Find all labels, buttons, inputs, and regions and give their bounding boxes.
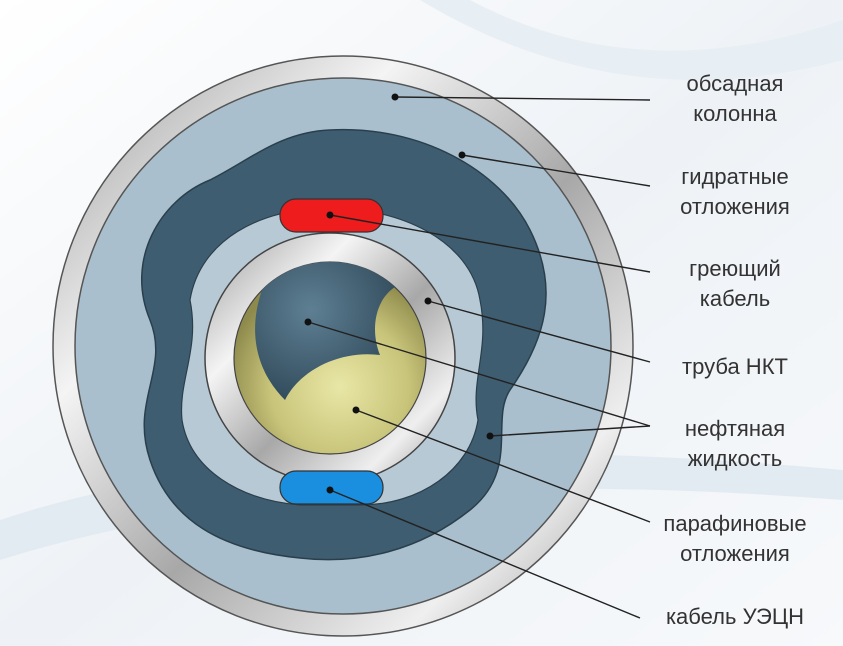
label: отложения xyxy=(680,194,790,219)
leader-line xyxy=(427,300,651,363)
oil xyxy=(255,261,395,400)
labels: обсадная колонна гидратные отложения греющий… xyxy=(663,71,806,629)
label: обсадная xyxy=(687,71,784,96)
leader-dot xyxy=(458,151,466,159)
leader-dot xyxy=(304,318,312,326)
leader-dot xyxy=(391,93,399,101)
leader-line xyxy=(355,409,651,523)
label: отложения xyxy=(680,541,790,566)
label: парафиновые xyxy=(663,511,806,536)
leader-dot xyxy=(326,211,334,219)
leader-line xyxy=(307,321,651,437)
label: жидкость xyxy=(688,446,783,471)
label: труба НКТ xyxy=(682,354,788,379)
leaders xyxy=(304,93,651,619)
leader-line xyxy=(461,154,651,187)
label: нефтяная xyxy=(685,416,785,441)
label: колонна xyxy=(693,101,777,126)
leader-line xyxy=(329,214,651,273)
leader-dot xyxy=(486,432,494,440)
swoosh xyxy=(420,0,843,80)
leader-line xyxy=(394,96,651,101)
label: греющий xyxy=(689,256,781,281)
leader-dot xyxy=(352,406,360,414)
leader-dot xyxy=(326,486,334,494)
label: гидратные xyxy=(681,164,788,189)
cross-section xyxy=(52,55,634,637)
label: кабель xyxy=(700,286,771,311)
leader-line xyxy=(329,489,641,619)
label: кабель УЭЦН xyxy=(666,604,804,629)
leader-dot xyxy=(424,297,432,305)
